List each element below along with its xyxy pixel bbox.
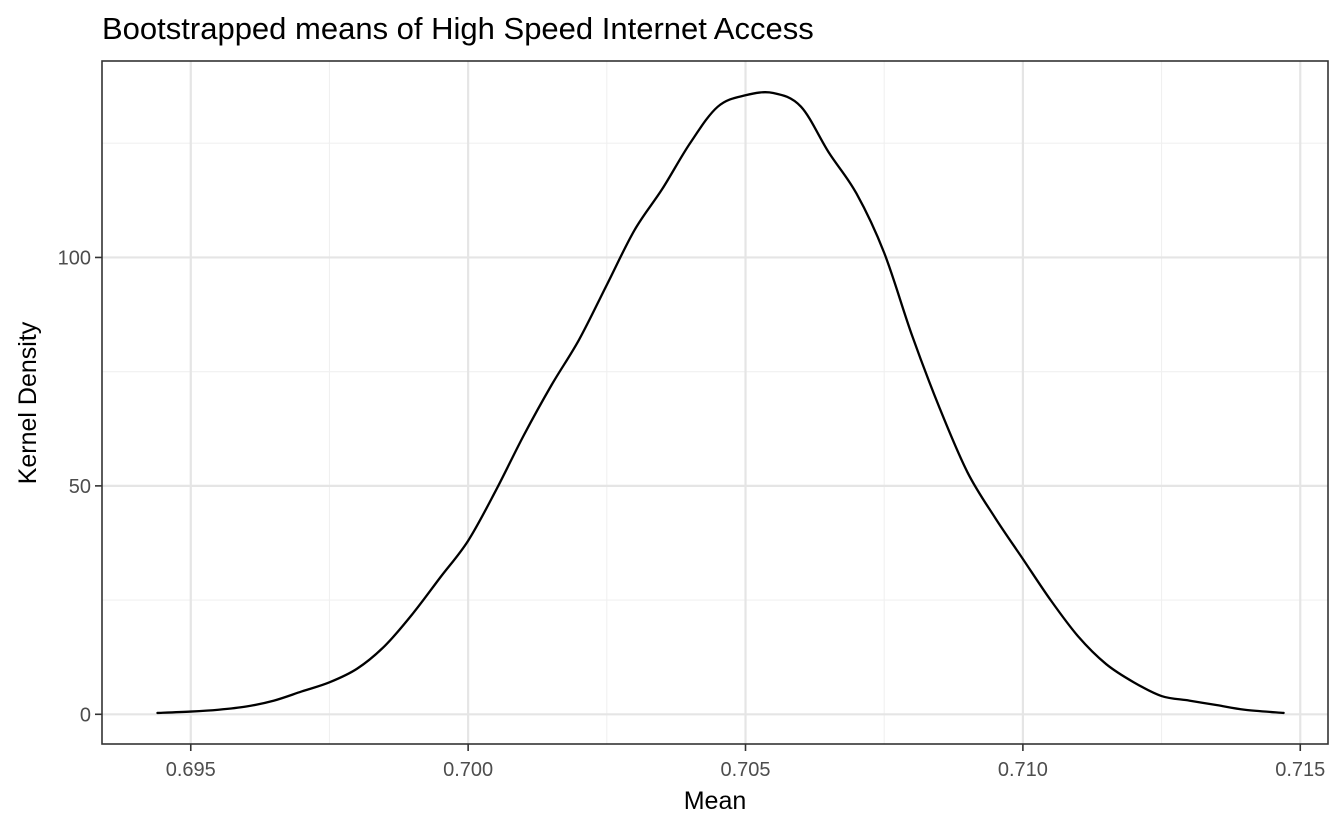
y-tick-label: 100 — [58, 247, 91, 269]
minor-gridlines — [102, 61, 1328, 744]
x-axis-ticks: 0.695 0.700 0.705 0.710 0.715 — [166, 744, 1325, 781]
panel-border — [101, 60, 1329, 745]
x-tick-label: 0.710 — [998, 759, 1048, 781]
x-tick-label: 0.705 — [720, 759, 770, 781]
y-axis-ticks: 0 50 100 — [58, 247, 102, 726]
y-axis-title: Kernel Density — [14, 321, 42, 484]
major-gridlines — [102, 61, 1328, 744]
x-tick-label: 0.715 — [1275, 759, 1325, 781]
x-tick-label: 0.695 — [166, 759, 216, 781]
y-tick-label: 0 — [80, 704, 91, 726]
y-tick-label: 50 — [69, 476, 91, 498]
x-axis-title: Mean — [684, 787, 747, 815]
chart-title: Bootstrapped means of High Speed Interne… — [102, 11, 814, 46]
x-tick-label: 0.700 — [443, 759, 493, 781]
density-curve — [156, 91, 1285, 715]
